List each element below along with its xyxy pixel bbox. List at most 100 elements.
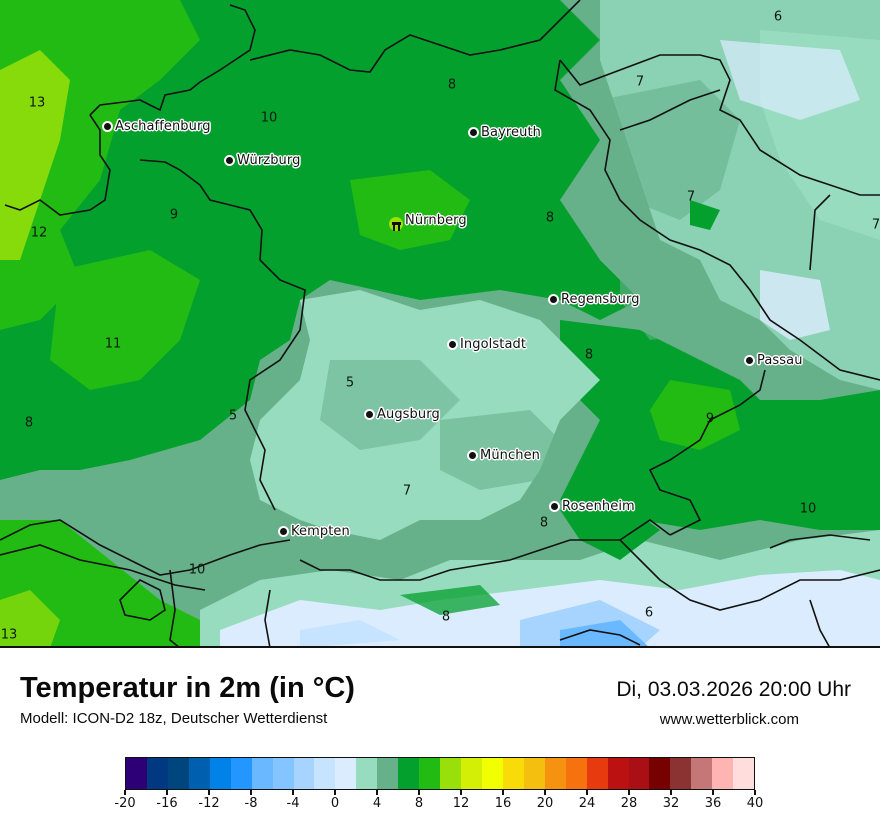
city-dot-icon: [746, 357, 753, 364]
colorbar-tick-label: 28: [620, 796, 638, 811]
temperature-map[interactable]: Aschaffenburg Würzburg Bayreuth Nürnberg…: [0, 0, 880, 648]
city-nuernberg[interactable]: Nürnberg: [405, 213, 467, 228]
contour-label: 7: [635, 74, 645, 90]
city-label: München: [480, 448, 541, 463]
contour-label: 8: [447, 77, 457, 93]
colorbar-bin: [565, 758, 587, 789]
city-label: Ingolstadt: [460, 337, 527, 352]
contour-label: 5: [345, 375, 355, 391]
state-borders: [0, 0, 880, 648]
colorbar-tick: [460, 790, 462, 795]
colorbar-tick-label: 40: [746, 796, 764, 811]
contour-label: 10: [188, 562, 206, 578]
city-dot-icon: [470, 129, 477, 136]
colorbar-bin: [461, 758, 482, 789]
city-muenchen[interactable]: München: [469, 448, 540, 463]
colorbar-bin: [691, 758, 713, 789]
forecast-datetime: Di, 03.03.2026 20:00 Uhr: [616, 678, 851, 701]
colorbar-tick: [712, 790, 714, 795]
contour-label: 6: [773, 9, 783, 25]
colorbar-tick-label: -8: [244, 796, 258, 811]
colorbar-tick-label: 8: [414, 796, 424, 811]
contour-label: 13: [0, 627, 18, 643]
contour-label: 9: [169, 207, 179, 223]
contour-label: 8: [584, 347, 594, 363]
nuernberg-marker-icon: [392, 222, 401, 231]
colorbar-tick-label: 16: [494, 796, 512, 811]
colorbar-bin: [314, 758, 336, 789]
city-wuerzburg[interactable]: Würzburg: [226, 153, 300, 168]
contour-label: 10: [260, 110, 278, 126]
city-dot-icon: [280, 528, 287, 535]
contour-label: 7: [686, 189, 696, 205]
contour-label: 9: [705, 411, 715, 427]
colorbar-tick: [166, 790, 168, 795]
colorbar-bin: [146, 758, 168, 789]
colorbar-bin: [670, 758, 692, 789]
city-label: Aschaffenburg: [115, 119, 211, 134]
colorbar-tick: [502, 790, 504, 795]
contour-label: 12: [30, 225, 48, 241]
colorbar-bin: [712, 758, 734, 789]
colorbar-bin: [126, 758, 147, 789]
colorbar-bin: [607, 758, 629, 789]
map-title: Temperatur in 2m (in °C): [20, 672, 355, 704]
colorbar-bin: [523, 758, 545, 789]
colorbar-bin: [586, 758, 608, 789]
city-label: Augsburg: [377, 407, 440, 422]
city-regensburg[interactable]: Regensburg: [550, 292, 640, 307]
colorbar-bin: [251, 758, 273, 789]
city-aschaffenburg[interactable]: Aschaffenburg: [104, 119, 211, 134]
contour-label: 7: [402, 483, 412, 499]
colorbar-tick: [628, 790, 630, 795]
city-passau[interactable]: Passau: [746, 353, 803, 368]
contour-label: 8: [539, 515, 549, 531]
city-augsburg[interactable]: Augsburg: [366, 407, 440, 422]
city-bayreuth[interactable]: Bayreuth: [470, 125, 541, 140]
contour-label: 11: [104, 336, 122, 352]
colorbar-bin: [649, 758, 671, 789]
colorbar-tick-label: 12: [452, 796, 470, 811]
city-dot-icon: [469, 452, 476, 459]
city-dot-icon: [550, 296, 557, 303]
colorbar-bin: [209, 758, 231, 789]
city-rosenheim[interactable]: Rosenheim: [551, 499, 635, 514]
colorbar-tick: [670, 790, 672, 795]
colorbar-bin: [502, 758, 524, 789]
colorbar-tick: [376, 790, 378, 795]
colorbar-tick: [124, 790, 126, 795]
colorbar-tick: [208, 790, 210, 795]
city-dot-icon: [366, 411, 373, 418]
colorbar-bin: [419, 758, 441, 789]
city-dot-icon: [551, 503, 558, 510]
model-subtitle: Modell: ICON-D2 18z, Deutscher Wetterdie…: [20, 710, 328, 727]
colorbar-bin: [356, 758, 378, 789]
city-kempten[interactable]: Kempten: [280, 524, 350, 539]
colorbar-bin: [481, 758, 503, 789]
contour-label: 13: [28, 95, 46, 111]
city-label: Nürnberg: [405, 213, 467, 228]
colorbar-tick: [754, 790, 756, 795]
colorbar-tick: [334, 790, 336, 795]
colorbar-ticks: -20 -16 -12 -8 -4 0 4 8 12 16 20 24 28 32 36 40: [114, 790, 763, 820]
colorbar-bin: [293, 758, 315, 789]
colorbar-tick: [292, 790, 294, 795]
colorbar-bin: [272, 758, 294, 789]
colorbar-tick-label: -4: [286, 796, 300, 811]
colorbar-tick-label: 36: [704, 796, 722, 811]
colorbar-bin: [440, 758, 461, 789]
city-label: Bayreuth: [481, 125, 542, 140]
city-dot-icon: [104, 123, 111, 130]
website-link[interactable]: www.wetterblick.com: [659, 711, 799, 728]
temperature-colorbar: [125, 757, 755, 790]
colorbar-bin: [733, 758, 755, 789]
colorbar-tick-label: -20: [114, 796, 136, 811]
city-label: Kempten: [291, 524, 350, 539]
colorbar-bin: [335, 758, 357, 789]
colorbar-tick: [250, 790, 252, 795]
colorbar-tick-label: 4: [372, 796, 382, 811]
colorbar-bin: [167, 758, 189, 789]
city-ingolstadt[interactable]: Ingolstadt: [449, 337, 526, 352]
map-frame-border: [0, 646, 880, 648]
colorbar-tick-label: 20: [536, 796, 554, 811]
